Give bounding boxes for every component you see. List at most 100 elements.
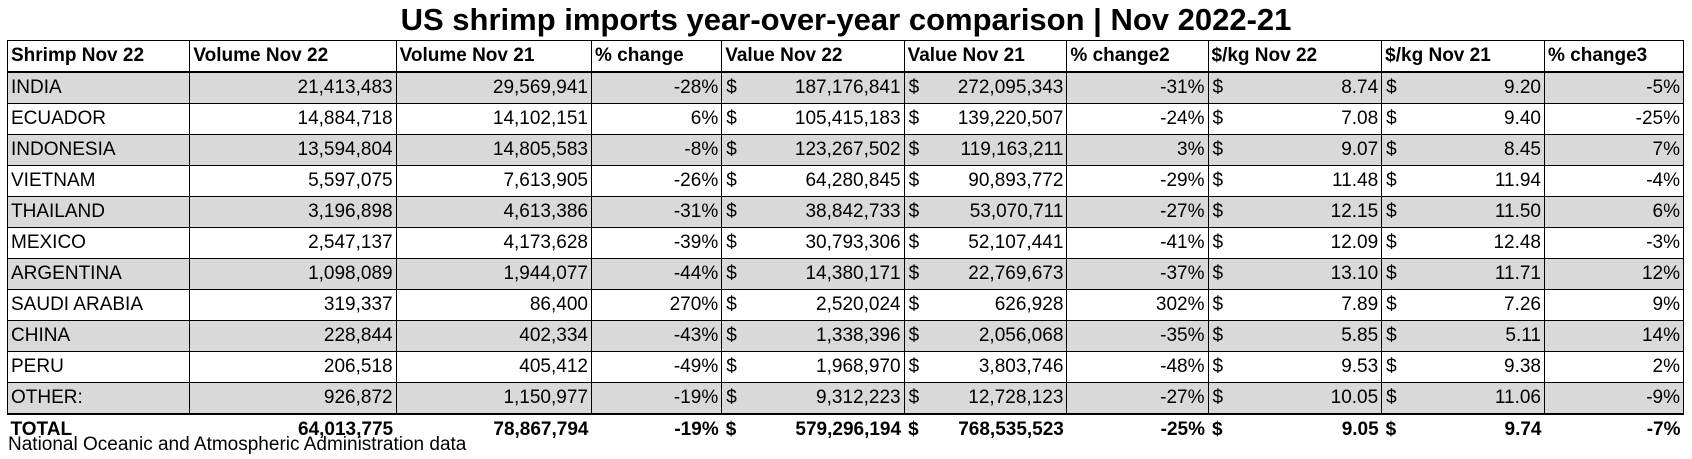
price-change-cell: -3% [1543, 227, 1685, 259]
volume-nov-22-cell: 228,844 [189, 320, 397, 352]
currency-symbol: $ [908, 263, 920, 284]
price-nov-21-cell: $11.71 [1381, 258, 1545, 290]
price-nov-21-cell: $9.40 [1381, 103, 1545, 135]
column-header-price-nov-21: $/kg Nov 21 [1381, 40, 1545, 73]
volume-nov-21-cell: 405,412 [395, 351, 592, 383]
country-cell: PERU [6, 351, 191, 383]
column-header-volume-change: % change [590, 40, 723, 73]
value-nov-22-cell: $14,380,171 [721, 258, 905, 290]
value-nov-21-cell: $53,070,711 [903, 196, 1068, 228]
volume-nov-21-cell: 14,102,151 [395, 103, 592, 135]
value-change-cell: -48% [1066, 351, 1209, 383]
total-price-change: -7% [1544, 413, 1684, 447]
column-header-price-change: % change3 [1543, 40, 1685, 73]
price-change-cell: -25% [1543, 103, 1685, 135]
price-nov-22-cell: $8.74 [1207, 71, 1383, 104]
currency-symbol: $ [726, 387, 737, 408]
price-change-cell: 7% [1543, 134, 1685, 166]
volume-nov-22-cell: 5,597,075 [189, 165, 397, 197]
currency-symbol: $ [726, 232, 737, 253]
currency-symbol: $ [1212, 387, 1224, 408]
value-change-cell: 3% [1066, 134, 1209, 166]
value-nov-21-cell: $12,728,123 [903, 382, 1068, 415]
column-header-shrimp: Shrimp Nov 22 [6, 40, 191, 73]
value-nov-21-amount: 626,928 [994, 294, 1064, 315]
currency-symbol: $ [1212, 201, 1224, 222]
price-change-cell: -5% [1543, 71, 1685, 104]
value-change-cell: -35% [1066, 320, 1209, 352]
volume-nov-22-cell: 14,884,718 [189, 103, 397, 135]
currency-symbol: $ [1386, 294, 1397, 315]
currency-symbol: $ [1212, 356, 1224, 377]
price-nov-21-amount: 9.20 [1504, 77, 1541, 98]
price-nov-22-amount: 12.15 [1330, 201, 1379, 222]
country-cell: INDIA [6, 71, 191, 104]
value-nov-21-cell: $2,056,068 [903, 320, 1068, 352]
value-nov-21-amount: 139,220,507 [957, 108, 1064, 129]
price-nov-22-cell: $13.10 [1207, 258, 1383, 290]
currency-symbol: $ [1386, 170, 1397, 191]
column-header-value-nov-21: Value Nov 21 [903, 40, 1068, 73]
price-change-cell: 12% [1543, 258, 1685, 290]
currency-symbol: $ [908, 77, 920, 98]
value-nov-22-amount: 105,415,183 [794, 108, 901, 129]
value-nov-21-amount: 3,803,746 [978, 356, 1064, 377]
currency-symbol: $ [726, 139, 737, 160]
currency-symbol: $ [726, 356, 737, 377]
table-row: VIETNAM 5,597,075 7,613,905 -26% $64,280… [6, 165, 1685, 197]
value-change-cell: -24% [1066, 103, 1209, 135]
currency-symbol: $ [908, 294, 920, 315]
volume-nov-22-cell: 21,413,483 [189, 71, 397, 104]
price-nov-22-amount: 7.08 [1341, 108, 1379, 129]
volume-nov-21-cell: 7,613,905 [395, 165, 592, 197]
value-change-cell: -37% [1066, 258, 1209, 290]
value-nov-22-cell: $2,520,024 [721, 289, 905, 321]
value-nov-22-amount: 1,968,970 [816, 356, 901, 377]
currency-symbol: $ [908, 232, 920, 253]
value-change-cell: -41% [1066, 227, 1209, 259]
price-nov-22-amount: 13.10 [1330, 263, 1379, 284]
table-row: MEXICO 2,547,137 4,173,628 -39% $30,793,… [6, 227, 1685, 259]
currency-symbol: $ [1212, 108, 1224, 129]
price-nov-22-amount: 11.48 [1332, 170, 1379, 191]
volume-change-cell: -31% [590, 196, 723, 228]
total-price-nov-21-amount: 9.74 [1504, 419, 1542, 440]
price-nov-21-cell: $11.94 [1381, 165, 1545, 197]
currency-symbol: $ [1212, 77, 1224, 98]
price-change-cell: 9% [1543, 289, 1685, 321]
volume-change-cell: -49% [590, 351, 723, 383]
volume-change-cell: -28% [590, 71, 723, 104]
value-nov-21-cell: $52,107,441 [903, 227, 1068, 259]
value-change-cell: -27% [1066, 196, 1209, 228]
price-nov-21-cell: $11.06 [1381, 382, 1545, 415]
volume-change-cell: -39% [590, 227, 723, 259]
currency-symbol: $ [908, 387, 920, 408]
volume-nov-22-cell: 2,547,137 [189, 227, 397, 259]
total-label: TOTAL [7, 413, 190, 447]
price-nov-22-cell: $11.48 [1207, 165, 1383, 197]
currency-symbol: $ [726, 77, 737, 98]
currency-symbol: $ [908, 325, 920, 346]
value-nov-22-amount: 187,176,841 [794, 77, 901, 98]
total-volume-change: -19% [591, 413, 722, 447]
price-nov-21-cell: $7.26 [1381, 289, 1545, 321]
currency-symbol: $ [726, 170, 737, 191]
volume-nov-21-cell: 86,400 [395, 289, 592, 321]
currency-symbol: $ [1386, 387, 1397, 408]
price-nov-22-cell: $7.08 [1207, 103, 1383, 135]
table-row: CHINA 228,844 402,334 -43% $1,338,396 $2… [6, 320, 1685, 352]
value-nov-22-amount: 123,267,502 [794, 139, 901, 160]
value-nov-21-cell: $90,893,772 [903, 165, 1068, 197]
currency-symbol: $ [908, 139, 920, 160]
currency-symbol: $ [1212, 170, 1224, 191]
volume-nov-21-cell: 1,944,077 [395, 258, 592, 290]
currency-symbol: $ [1386, 77, 1397, 98]
currency-symbol: $ [908, 419, 919, 440]
currency-symbol: $ [726, 108, 737, 129]
volume-nov-22-cell: 13,594,804 [189, 134, 397, 166]
volume-nov-22-cell: 319,337 [189, 289, 397, 321]
value-nov-21-cell: $22,769,673 [903, 258, 1068, 290]
price-nov-21-cell: $5.11 [1381, 320, 1545, 352]
table-row: OTHER: 926,872 1,150,977 -19% $9,312,223… [6, 382, 1685, 415]
table-title: US shrimp imports year-over-year compari… [400, 2, 1292, 37]
